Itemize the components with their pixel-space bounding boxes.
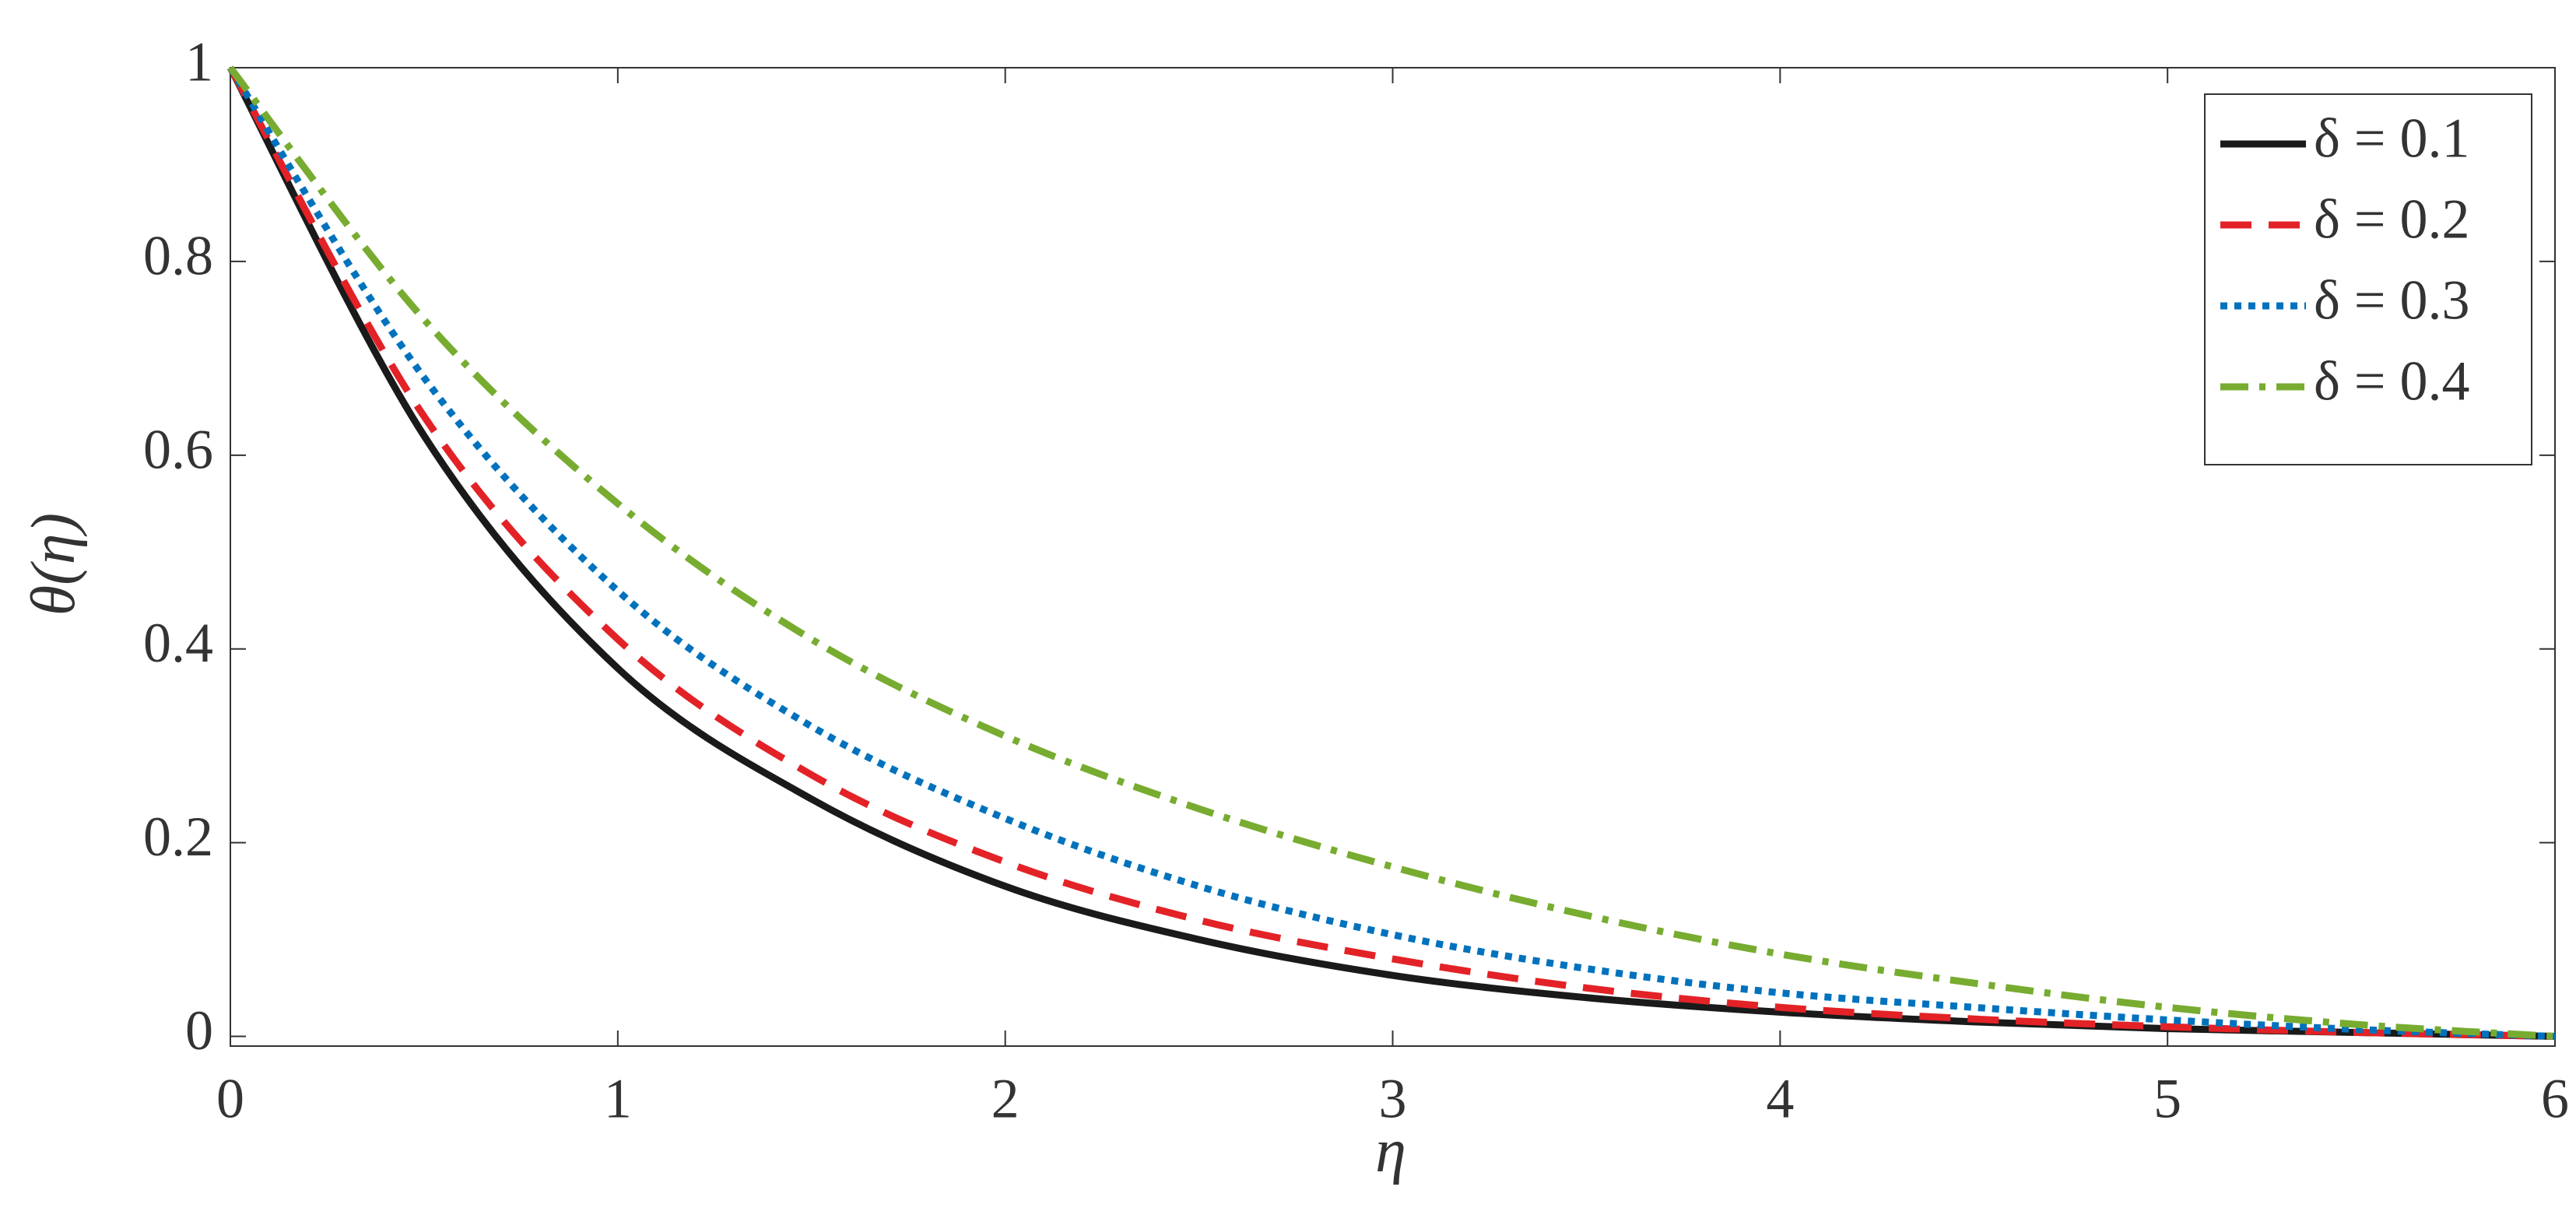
x-tick-label: 4 xyxy=(1766,1068,1794,1130)
x-tick-label: 6 xyxy=(2541,1068,2569,1130)
y-axis-label: θ(η) xyxy=(19,513,88,616)
x-tick-label: 5 xyxy=(2153,1068,2181,1130)
line-series xyxy=(227,65,2556,1041)
line-series xyxy=(227,65,2556,1041)
x-tick-label: 3 xyxy=(1379,1068,1407,1130)
y-tick-label: 1 xyxy=(185,31,213,93)
x-tick-label: 0 xyxy=(216,1068,244,1130)
y-tick-label: 0 xyxy=(185,999,213,1062)
legend-label: δ = 0.4 xyxy=(2314,350,2470,413)
x-tick-label: 2 xyxy=(991,1068,1020,1130)
legend-label: δ = 0.3 xyxy=(2314,269,2470,332)
line-series xyxy=(227,65,2556,1041)
y-tick-label: 0.4 xyxy=(143,612,213,674)
legend-label: δ = 0.1 xyxy=(2314,107,2470,170)
y-tick-label: 0.6 xyxy=(143,418,213,480)
legend-box xyxy=(2204,93,2532,465)
x-tick-label: 1 xyxy=(604,1068,632,1130)
legend-label: δ = 0.2 xyxy=(2314,188,2470,251)
y-tick-label: 0.8 xyxy=(143,224,213,286)
line-series xyxy=(227,65,2556,1041)
x-axis-label: η xyxy=(1375,1117,1406,1185)
plot-frame xyxy=(230,67,2556,1047)
y-tick-label: 0.2 xyxy=(143,806,213,868)
